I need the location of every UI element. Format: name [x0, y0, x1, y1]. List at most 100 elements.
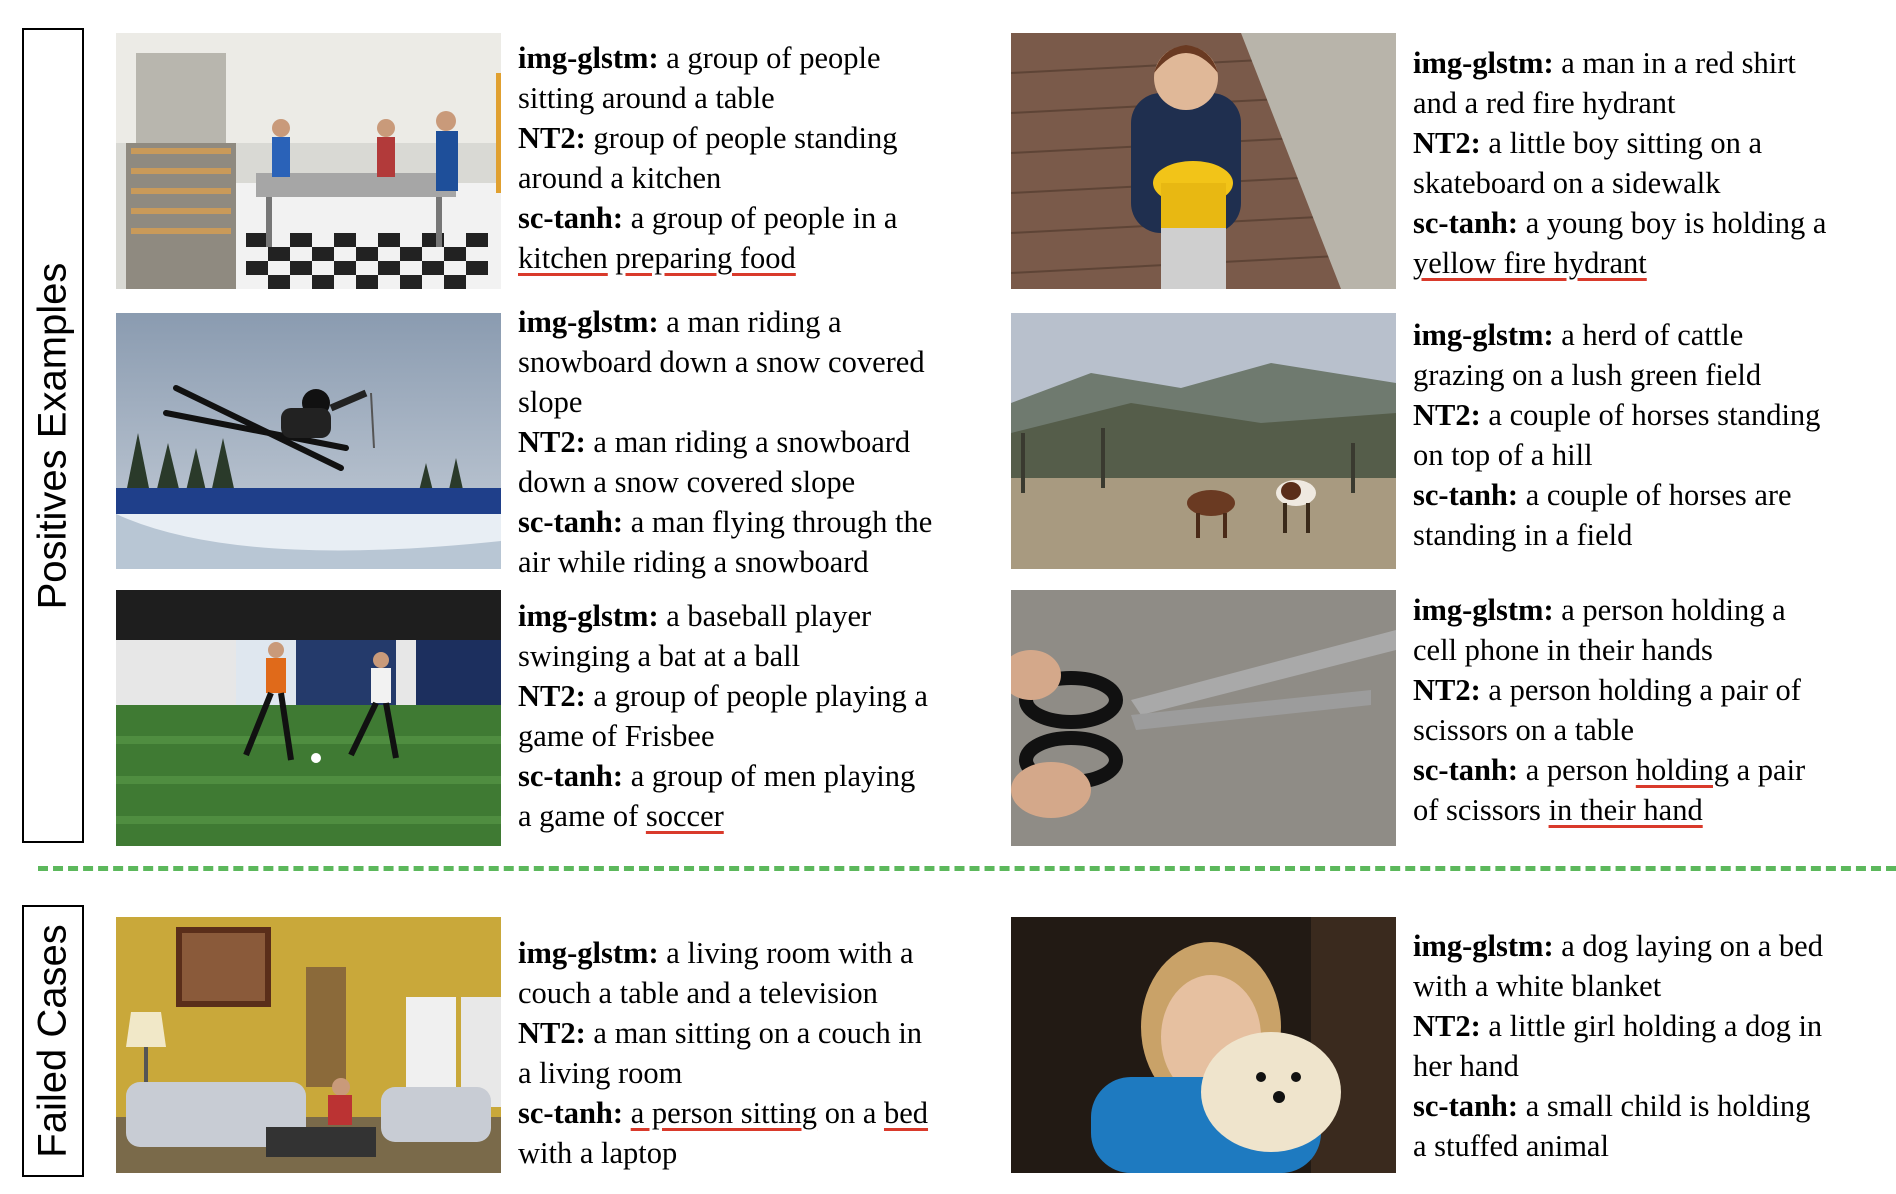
caption-text: couch a table and a television [518, 976, 878, 1010]
caption-text: cell phone in their hands [1413, 633, 1713, 667]
caption-text: a couple of horses are [1525, 478, 1792, 512]
nt2-label: NT2: [1413, 398, 1481, 432]
nt2-label: NT2: [1413, 673, 1481, 707]
caption-text: on a [824, 1096, 877, 1130]
underlined-phrase: yellow fire hydrant [1413, 246, 1647, 280]
positive-examples-label: Positives Examples [30, 262, 75, 609]
nt2-label: NT2: [518, 121, 586, 155]
img-glstm-label: img-glstm: [1413, 318, 1554, 352]
caption-soccer: img-glstm: a baseball player swinging a … [518, 596, 998, 836]
caption-text: a man riding a [666, 305, 842, 339]
sc-tanh-label: sc-tanh: [518, 201, 624, 235]
caption-text: a group of people [666, 41, 881, 75]
caption-text: and a red fire hydrant [1413, 86, 1676, 120]
caption-text: game of Frisbee [518, 719, 715, 753]
caption-text: a pair [1736, 753, 1806, 787]
nt2-label: NT2: [1413, 126, 1481, 160]
caption-text: skateboard on a sidewalk [1413, 166, 1721, 200]
caption-text: a person holding a [1561, 593, 1786, 627]
caption-text: group of people standing [593, 121, 898, 155]
caption-text: a baseball player [666, 599, 872, 633]
underlined-phrase: kitchen [518, 241, 608, 275]
caption-text: a little boy sitting on a [1488, 126, 1763, 160]
img-glstm-label: img-glstm: [1413, 46, 1554, 80]
underlined-phrase: bed [883, 1096, 929, 1130]
img-glstm-label: img-glstm: [1413, 929, 1554, 963]
caption-text: a group of people in a [630, 201, 898, 235]
failed-cases-label: Failed Cases [30, 924, 75, 1158]
caption-text: a man riding a snowboard [593, 425, 911, 459]
underlined-phrase: soccer [645, 799, 724, 833]
caption-text: scissors on a table [1413, 713, 1635, 747]
sc-tanh-label: sc-tanh: [518, 1096, 624, 1130]
caption-text: a group of people playing a [593, 679, 928, 713]
underlined-phrase: in their hand [1548, 793, 1703, 827]
sc-tanh-label: sc-tanh: [518, 759, 624, 793]
caption-text: of scissors [1413, 793, 1541, 827]
caption-boy-hydrant: img-glstm: a man in a red shirt and a re… [1413, 43, 1893, 283]
sc-tanh-label: sc-tanh: [1413, 206, 1519, 240]
caption-scissors: img-glstm: a person holding a cell phone… [1413, 590, 1893, 830]
caption-text: snowboard down a snow covered [518, 345, 925, 379]
caption-text: swinging a bat at a ball [518, 639, 801, 673]
caption-ski-jump: img-glstm: a man riding a snowboard down… [518, 302, 998, 582]
sc-tanh-label: sc-tanh: [1413, 1089, 1519, 1123]
sc-tanh-label: sc-tanh: [1413, 478, 1519, 512]
caption-text: a herd of cattle [1561, 318, 1744, 352]
caption-text: on top of a hill [1413, 438, 1593, 472]
horses-photo [1011, 313, 1396, 569]
nt2-label: NT2: [518, 425, 586, 459]
positive-examples-label-box: Positives Examples [22, 28, 84, 843]
caption-text: grazing on a lush green field [1413, 358, 1762, 392]
underlined-phrase: a person sitting [630, 1096, 818, 1130]
caption-text: a dog laying on a bed [1561, 929, 1823, 963]
nt2-label: NT2: [518, 1016, 586, 1050]
boy-hydrant-photo [1011, 33, 1396, 289]
caption-text: slope [518, 385, 583, 419]
caption-text: around a kitchen [518, 161, 722, 195]
caption-text: a stuffed animal [1413, 1129, 1609, 1163]
scissors-photo [1011, 590, 1396, 846]
caption-text: with a white blanket [1413, 969, 1662, 1003]
caption-text: a living room with a [666, 936, 914, 970]
nt2-label: NT2: [1413, 1009, 1481, 1043]
caption-text: a person holding a pair of [1488, 673, 1801, 707]
caption-text: her hand [1413, 1049, 1519, 1083]
caption-text: a living room [518, 1056, 683, 1090]
failed-cases-label-box: Failed Cases [22, 905, 84, 1177]
caption-text: a man sitting on a couch in [593, 1016, 923, 1050]
ski-jump-photo [116, 313, 501, 569]
caption-text: a man in a red shirt [1561, 46, 1796, 80]
underlined-phrase: preparing food [615, 241, 796, 275]
caption-text: a group of men playing [630, 759, 916, 793]
caption-text: with a laptop [518, 1136, 678, 1170]
caption-text: a small child is holding [1525, 1089, 1811, 1123]
caption-text: a young boy is holding a [1525, 206, 1827, 240]
caption-text: air while riding a snowboard [518, 545, 869, 579]
img-glstm-label: img-glstm: [518, 936, 659, 970]
caption-text: down a snow covered slope [518, 465, 856, 499]
caption-horses: img-glstm: a herd of cattle grazing on a… [1413, 315, 1893, 555]
caption-text: standing in a field [1413, 518, 1633, 552]
caption-living-room: img-glstm: a living room with a couch a … [518, 933, 998, 1173]
img-glstm-label: img-glstm: [518, 305, 659, 339]
nt2-label: NT2: [518, 679, 586, 713]
caption-girl-dog: img-glstm: a dog laying on a bed with a … [1413, 926, 1893, 1166]
sc-tanh-label: sc-tanh: [518, 505, 624, 539]
img-glstm-label: img-glstm: [518, 599, 659, 633]
img-glstm-label: img-glstm: [1413, 593, 1554, 627]
caption-text: a man flying through the [630, 505, 933, 539]
living-room-photo [116, 917, 501, 1173]
underlined-phrase: holding [1635, 753, 1729, 787]
caption-text: a little girl holding a dog in [1488, 1009, 1823, 1043]
caption-kitchen: img-glstm: a group of people sitting aro… [518, 38, 998, 278]
soccer-photo [116, 590, 501, 846]
caption-text: a game of [518, 799, 639, 833]
girl-dog-photo [1011, 917, 1396, 1173]
caption-text: a couple of horses standing [1488, 398, 1821, 432]
kitchen-photo [116, 33, 501, 289]
sc-tanh-label: sc-tanh: [1413, 753, 1519, 787]
section-divider [38, 866, 1896, 871]
caption-text: a person [1525, 753, 1629, 787]
caption-text: sitting around a table [518, 81, 775, 115]
